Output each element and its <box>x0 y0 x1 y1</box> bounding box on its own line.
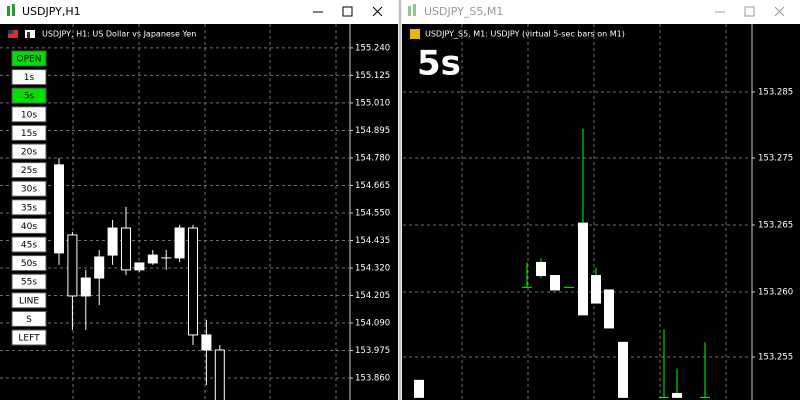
window-icon <box>7 4 15 16</box>
price-label: 154.780 <box>355 153 390 163</box>
candle-body <box>174 227 185 259</box>
candle-body <box>188 227 198 336</box>
price-label: 154.090 <box>355 318 390 328</box>
close-button[interactable] <box>372 6 383 17</box>
button-label[interactable]: 25s <box>21 166 37 176</box>
button-label[interactable]: 35s <box>21 203 37 213</box>
timeframe-button[interactable] <box>11 162 47 179</box>
button-label[interactable]: 45s <box>21 241 37 251</box>
window-title: USDJPY_S5,M1 <box>424 5 503 18</box>
candle-body <box>94 256 105 279</box>
timeframe-button[interactable] <box>11 87 47 104</box>
button-label[interactable]: 55s <box>21 278 37 288</box>
button-label[interactable]: 1s <box>24 73 35 83</box>
candle-body <box>618 341 628 398</box>
timeframe-button[interactable] <box>11 124 47 141</box>
candle-body <box>550 275 560 291</box>
button-label[interactable]: LINE <box>19 296 39 306</box>
price-label: 153.285 <box>758 88 793 98</box>
price-label: 153.260 <box>758 288 793 298</box>
timeframe-button[interactable] <box>11 310 47 327</box>
timeframe-button[interactable] <box>11 69 47 86</box>
button-label[interactable]: 50s <box>21 259 37 269</box>
window-icon <box>408 4 416 16</box>
candle-body <box>578 222 588 316</box>
chart-info: USDJPY, H1: US Dollar vs Japanese Yen <box>42 30 196 39</box>
candle-body <box>414 379 424 398</box>
symbol-icons <box>8 30 35 38</box>
price-label: 154.665 <box>355 181 390 191</box>
timeframe-button[interactable] <box>11 292 47 309</box>
timeframe-button[interactable] <box>11 50 47 67</box>
price-label: 154.435 <box>355 236 390 246</box>
timeframe-button[interactable] <box>11 273 47 290</box>
symbol-icon <box>410 29 420 39</box>
candle-body <box>121 227 131 271</box>
timeframe-button[interactable] <box>11 255 47 272</box>
price-label: 153.265 <box>758 221 793 231</box>
candle-body <box>67 234 78 297</box>
left-plot <box>0 24 350 400</box>
maximize-button[interactable] <box>744 6 755 17</box>
candle-body <box>134 262 145 271</box>
timeframe-button[interactable] <box>11 236 47 253</box>
title-bar <box>0 0 398 24</box>
button-label[interactable]: OPEN <box>17 55 42 65</box>
button-label[interactable]: 20s <box>21 148 37 158</box>
candle-body <box>214 349 225 400</box>
price-label: 153.975 <box>355 346 390 356</box>
button-label[interactable]: 40s <box>21 222 37 232</box>
price-label: 155.125 <box>355 71 390 81</box>
price-label: 154.320 <box>355 263 390 273</box>
right-plot <box>403 24 752 400</box>
timeframe-button[interactable] <box>11 143 47 160</box>
candle-body <box>591 275 601 304</box>
price-label: 153.255 <box>758 353 793 363</box>
candle-body <box>147 254 158 264</box>
candle-body <box>54 164 64 254</box>
window-title: USDJPY,H1 <box>22 5 81 18</box>
button-label[interactable]: 10s <box>21 110 37 120</box>
candle-body <box>107 227 118 256</box>
candle-body <box>672 392 682 398</box>
candle-body <box>201 334 212 351</box>
price-label: 155.240 <box>355 43 390 53</box>
button-label[interactable]: 15s <box>21 129 37 139</box>
candle-body <box>80 277 91 297</box>
timeframe-button[interactable] <box>11 180 47 197</box>
button-label[interactable]: 5s <box>24 92 35 102</box>
price-label: 154.205 <box>355 291 390 301</box>
price-label: 153.860 <box>355 373 390 383</box>
price-label: 154.550 <box>355 208 390 218</box>
price-label: 155.010 <box>355 98 390 108</box>
button-label[interactable]: S <box>26 315 32 325</box>
button-label[interactable]: 30s <box>21 185 37 195</box>
timeframe-button[interactable] <box>11 199 47 216</box>
price-label: 154.895 <box>355 126 390 136</box>
timeframe-label: 5s <box>417 44 461 84</box>
chart-info: USDJPY_S5, M1: USDJPY (virtual 5-sec bar… <box>425 30 625 39</box>
price-label: 153.275 <box>758 154 793 164</box>
timeframe-button[interactable] <box>11 106 47 123</box>
chart-area <box>402 24 800 400</box>
candle-body <box>536 261 546 277</box>
chart-area <box>0 24 398 400</box>
button-label[interactable]: LEFT <box>18 334 40 344</box>
maximize-button[interactable] <box>342 6 353 17</box>
close-button[interactable] <box>774 6 785 17</box>
timeframe-button[interactable] <box>11 329 47 346</box>
title-bar <box>402 0 800 24</box>
timeframe-button[interactable] <box>11 217 47 234</box>
candle-body <box>604 289 614 329</box>
